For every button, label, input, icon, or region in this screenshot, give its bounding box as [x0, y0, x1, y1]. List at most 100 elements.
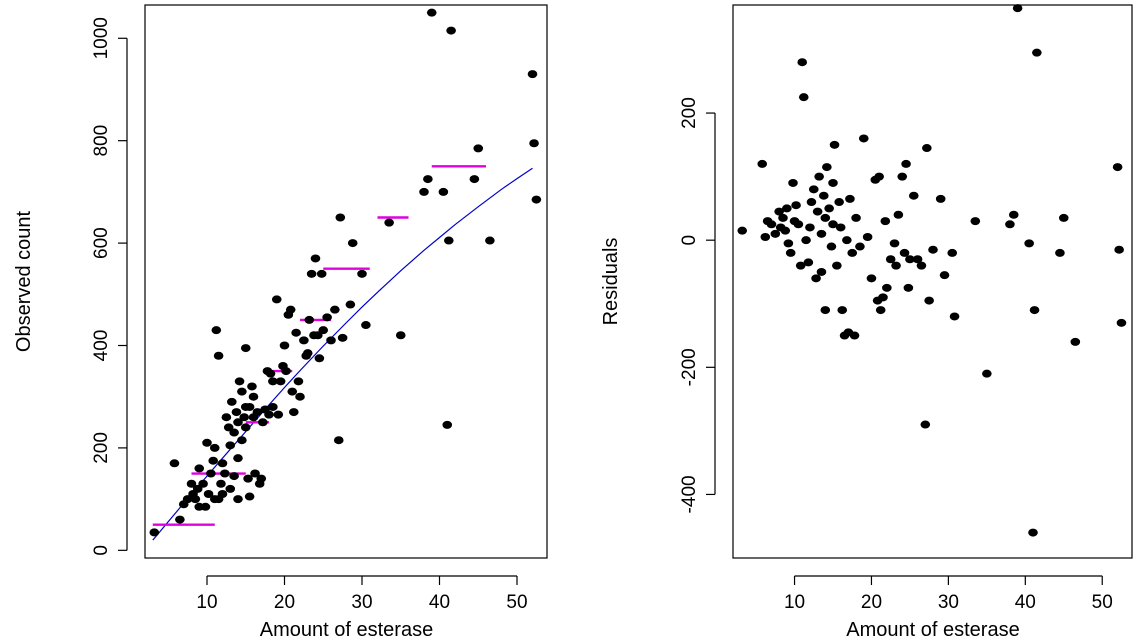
- x-tick-label: 30: [938, 592, 959, 613]
- data-point: [293, 377, 304, 386]
- data-point: [213, 351, 224, 360]
- data-point: [829, 140, 840, 149]
- data-point: [275, 377, 286, 386]
- data-point: [192, 484, 203, 493]
- observed-count-panel: 10 20 30 40 50 0 200 400 600 800 1000 Amount of est…: [13, 4, 548, 641]
- data-point: [216, 479, 226, 488]
- x-tick-label: 50: [506, 592, 527, 613]
- data-point: [237, 387, 247, 396]
- data-point: [816, 229, 827, 238]
- data-point: [897, 172, 908, 181]
- data-point: [347, 239, 358, 248]
- data-point: [240, 344, 251, 353]
- data-point: [209, 443, 220, 452]
- data-point: [793, 220, 804, 229]
- data-point: [169, 459, 180, 468]
- data-point: [882, 283, 892, 292]
- y-tick-label: 1000: [91, 17, 112, 59]
- data-point: [252, 408, 263, 417]
- data-point: [916, 261, 927, 270]
- data-point: [774, 207, 784, 216]
- data-point: [279, 341, 290, 350]
- data-point: [806, 198, 817, 207]
- data-point: [1112, 163, 1123, 172]
- data-point: [211, 326, 222, 335]
- x-axis-title: Amount of esterase: [846, 619, 1019, 641]
- data-point: [318, 326, 329, 335]
- data-point: [529, 139, 539, 148]
- data-point: [824, 204, 834, 213]
- x-tick-label: 20: [861, 592, 882, 613]
- data-point: [258, 418, 268, 427]
- data-point: [273, 410, 284, 419]
- data-point: [858, 134, 869, 143]
- data-point: [202, 438, 212, 447]
- data-point: [1055, 248, 1065, 257]
- data-point: [820, 213, 831, 222]
- data-point: [1028, 528, 1038, 537]
- data-point: [924, 296, 934, 305]
- residuals-panel: 10 20 30 40 50 -400 -200 0 200 Amount of esterase…: [600, 4, 1133, 641]
- data-point: [797, 58, 808, 67]
- data-point: [1008, 210, 1019, 219]
- data-point: [822, 163, 832, 172]
- data-point: [423, 175, 433, 184]
- data-point: [832, 261, 842, 270]
- data-point: [220, 469, 230, 478]
- data-point: [268, 377, 278, 386]
- data-point: [395, 331, 406, 340]
- data-point: [875, 306, 886, 315]
- data-point: [1032, 48, 1042, 57]
- data-point: [828, 220, 838, 229]
- data-point: [438, 187, 449, 196]
- data-point: [206, 469, 216, 478]
- data-point: [231, 408, 242, 417]
- data-point: [834, 198, 844, 207]
- data-point: [826, 242, 837, 251]
- data-point: [221, 413, 232, 422]
- data-point: [1116, 318, 1127, 327]
- data-point: [801, 236, 811, 245]
- data-point: [361, 321, 371, 330]
- data-point: [982, 369, 992, 378]
- data-point: [885, 255, 896, 264]
- data-point: [814, 172, 824, 181]
- y-tick-label: 0: [91, 545, 112, 556]
- data-point: [306, 269, 317, 278]
- x-tick-label: 20: [274, 592, 295, 613]
- x-tick-label: 40: [429, 592, 450, 613]
- data-point: [1005, 220, 1015, 229]
- data-point: [920, 420, 931, 429]
- data-point: [337, 333, 348, 342]
- data-point: [849, 331, 860, 340]
- data-point: [905, 255, 915, 264]
- y-tick-label: 600: [91, 227, 112, 259]
- data-point: [788, 178, 798, 187]
- data-point: [783, 239, 794, 248]
- data-point: [947, 248, 958, 257]
- data-point: [335, 213, 346, 222]
- data-point: [190, 495, 201, 504]
- x-tick-label: 10: [784, 592, 805, 613]
- data-point: [225, 441, 236, 450]
- data-point: [1029, 306, 1040, 315]
- data-point: [419, 187, 429, 196]
- data-point: [527, 70, 538, 79]
- data-point: [345, 300, 356, 309]
- data-point: [828, 178, 838, 187]
- data-point: [1024, 239, 1034, 248]
- x-tick-label: 10: [196, 592, 217, 613]
- data-point: [234, 377, 245, 386]
- x-tick-label: 50: [1092, 592, 1113, 613]
- data-point: [845, 194, 855, 203]
- data-point: [1070, 337, 1081, 346]
- data-point: [203, 489, 214, 498]
- data-point: [239, 413, 249, 422]
- data-point: [970, 217, 981, 226]
- data-point: [782, 204, 792, 213]
- data-point: [908, 191, 919, 200]
- y-tick-label: 400: [91, 330, 112, 362]
- data-point: [304, 315, 315, 324]
- data-point: [862, 233, 873, 242]
- data-point: [265, 369, 276, 378]
